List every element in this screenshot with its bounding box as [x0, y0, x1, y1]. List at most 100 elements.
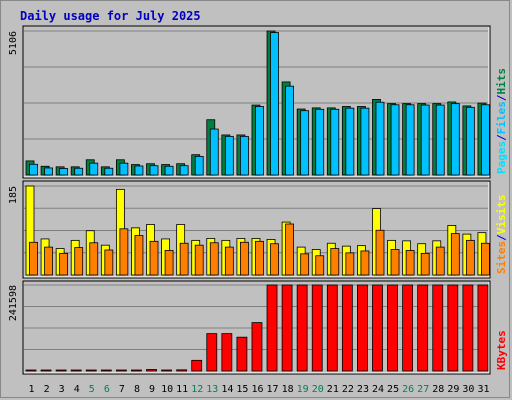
bar-middle-sites-18 [285, 223, 294, 276]
bar-bottom-kbytes-15 [236, 336, 248, 372]
bar-bottom-kbytes-2 [40, 369, 52, 372]
x-tick-label-23: 23 [357, 384, 369, 395]
bar-middle-sites-9 [149, 240, 159, 276]
bar-top-files-27 [420, 104, 430, 176]
bar-middle-sites-27 [420, 252, 430, 276]
series-label-part-top-1: / [495, 134, 508, 141]
x-tick-label-4: 4 [74, 384, 80, 395]
series-label-middle: Sites/Visits [495, 195, 508, 275]
bar-middle-sites-12 [194, 244, 204, 276]
x-tick-label-25: 25 [387, 384, 399, 395]
bar-bottom-kbytes-4 [70, 369, 82, 372]
bar-middle-sites-17 [270, 243, 279, 276]
bar-middle-sites-24 [375, 229, 385, 276]
bar-middle-sites-26 [405, 250, 415, 276]
bar-bottom-kbytes-12 [191, 359, 203, 372]
x-tick-label-5: 5 [89, 384, 95, 395]
bar-top-files-20 [315, 108, 325, 176]
bar-middle-sites-3 [59, 252, 69, 276]
bar-bottom-kbytes-18 [281, 284, 293, 372]
bar-top-files-12 [194, 155, 204, 176]
bar-middle-sites-21 [330, 248, 340, 276]
bar-bottom-kbytes-5 [85, 369, 97, 372]
y-max-label-top: 5106 [8, 31, 19, 55]
bar-bottom-kbytes-25 [387, 284, 398, 372]
bar-top-files-13 [209, 128, 219, 176]
bar-top-files-23 [360, 107, 370, 176]
series-label-part-top-3: / [495, 94, 508, 101]
x-tick-label-29: 29 [447, 384, 459, 395]
bar-bottom-kbytes-19 [296, 284, 308, 372]
bar-middle-sites-31 [481, 242, 490, 276]
bar-bottom-kbytes-20 [311, 284, 323, 372]
x-tick-label-18: 18 [282, 384, 294, 395]
bar-top-files-26 [405, 104, 415, 176]
bar-bottom-kbytes-27 [417, 284, 429, 372]
bar-bottom-kbytes-11 [176, 369, 188, 372]
bar-middle-sites-11 [179, 242, 189, 276]
bar-top-files-17 [270, 32, 279, 176]
bar-top-files-1 [29, 163, 38, 176]
bar-middle-sites-16 [255, 240, 264, 276]
series-label-part-middle-1: / [495, 234, 508, 241]
bar-middle-sites-7 [119, 228, 129, 276]
bar-top-files-29 [450, 103, 460, 176]
x-tick-label-24: 24 [372, 384, 384, 395]
bar-top-files-16 [255, 106, 264, 176]
x-tick-label-15: 15 [236, 384, 248, 395]
bar-top-files-5 [89, 162, 99, 176]
bar-bottom-kbytes-28 [432, 284, 444, 372]
bar-middle-sites-4 [74, 247, 84, 276]
bar-top-files-24 [375, 101, 385, 176]
bar-top-files-18 [285, 85, 294, 176]
bar-middle-sites-30 [465, 239, 475, 276]
x-tick-label-2: 2 [44, 384, 50, 395]
x-tick-label-28: 28 [432, 384, 444, 395]
x-tick-label-9: 9 [149, 384, 155, 395]
x-tick-label-6: 6 [104, 384, 110, 395]
x-tick-label-17: 17 [267, 384, 279, 395]
bar-bottom-kbytes-10 [161, 369, 172, 372]
x-tick-label-10: 10 [161, 384, 173, 395]
series-label-part-middle-0: Sites [495, 241, 508, 274]
bar-middle-sites-2 [44, 246, 53, 276]
bar-bottom-kbytes-3 [55, 369, 67, 372]
bar-top-files-3 [59, 168, 69, 176]
bar-middle-sites-15 [240, 241, 249, 276]
bar-top-files-10 [164, 165, 174, 176]
series-label-part-top-4: Hits [495, 68, 508, 95]
bar-top-files-30 [465, 106, 475, 176]
x-tick-label-30: 30 [462, 384, 474, 395]
series-label-part-top-2: Files [495, 101, 508, 134]
x-tick-label-31: 31 [477, 384, 489, 395]
bar-top-files-31 [481, 104, 490, 176]
x-tick-label-13: 13 [206, 384, 218, 395]
bar-bottom-kbytes-21 [326, 284, 338, 372]
bar-top-files-28 [435, 104, 445, 176]
x-tick-label-16: 16 [251, 384, 263, 395]
series-label-part-bottom-0: KBytes [495, 330, 508, 370]
x-tick-label-20: 20 [312, 384, 324, 395]
bar-bottom-kbytes-22 [341, 284, 353, 372]
bar-middle-sites-20 [315, 255, 325, 276]
bar-middle-sites-23 [360, 250, 370, 276]
x-tick-label-26: 26 [402, 384, 414, 395]
bar-middle-sites-1 [29, 241, 38, 276]
chart-title: Daily usage for July 2025 [20, 9, 201, 23]
bar-top-files-2 [44, 167, 53, 176]
x-tick-label-3: 3 [59, 384, 65, 395]
bar-middle-sites-25 [390, 249, 400, 276]
bar-middle-sites-6 [104, 249, 114, 276]
bar-bottom-kbytes-14 [221, 333, 233, 372]
bar-top-files-4 [74, 167, 84, 176]
bar-middle-sites-29 [450, 233, 460, 276]
bar-bottom-kbytes-6 [100, 369, 112, 372]
bar-top-files-19 [300, 110, 310, 176]
bar-middle-sites-10 [164, 250, 174, 276]
bar-middle-sites-19 [300, 253, 310, 276]
bar-middle-sites-5 [89, 242, 99, 276]
bar-middle-sites-14 [224, 246, 234, 276]
bar-top-files-7 [119, 162, 129, 176]
